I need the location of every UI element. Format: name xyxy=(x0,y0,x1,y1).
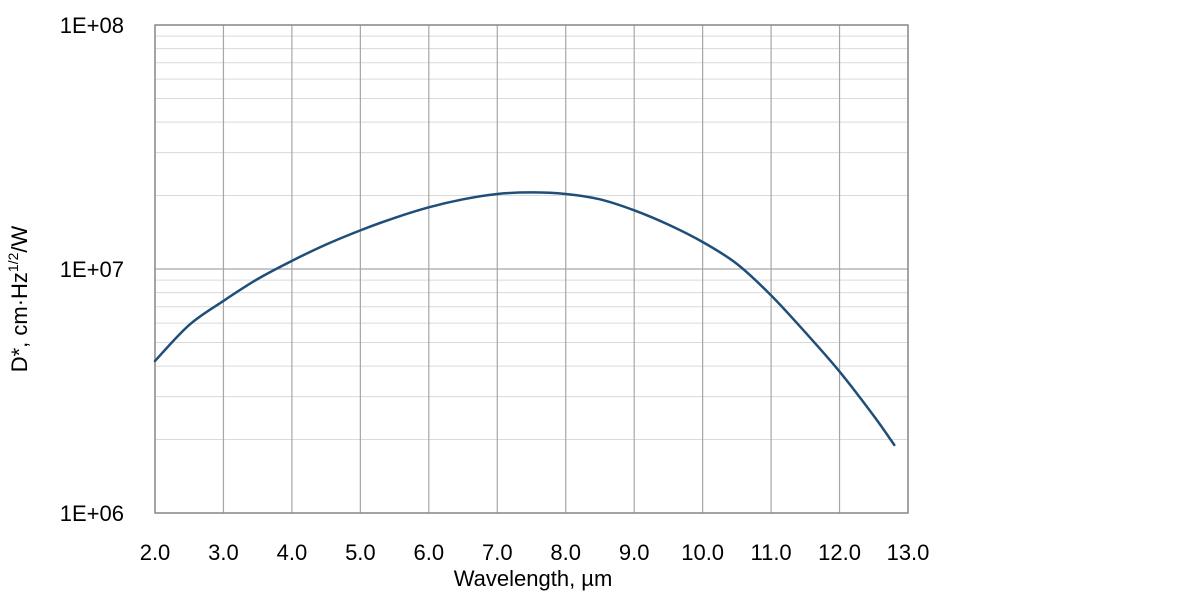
y-axis-tick-labels: 1E+06 1E+07 1E+08 xyxy=(60,13,124,526)
x-tick-label: 13.0 xyxy=(887,540,930,565)
x-axis-title: Wavelength, µm xyxy=(454,566,613,591)
y-axis-title-unit-base: Hz xyxy=(7,272,32,299)
series-layer xyxy=(153,191,896,447)
x-tick-label: 3.0 xyxy=(208,540,239,565)
x-tick-label: 7.0 xyxy=(482,540,513,565)
x-tick-label: 6.0 xyxy=(414,540,445,565)
y-tick-label: 1E+08 xyxy=(60,13,124,38)
y-axis-title: D*, cm·Hz1/2/W xyxy=(5,225,32,372)
y-tick-label: 1E+07 xyxy=(60,257,124,282)
y-tick-label: 1E+06 xyxy=(60,501,124,526)
x-tick-label: 11.0 xyxy=(750,540,791,565)
x-tick-label: 12.0 xyxy=(818,540,861,565)
y-axis-title-unit-tail: /W xyxy=(7,225,32,252)
y-axis-title-dot: · xyxy=(7,299,32,306)
y-axis-title-main: D*, cm xyxy=(7,306,32,372)
x-tick-label: 10.0 xyxy=(681,540,724,565)
y-axis-title-unit-exponent: 1/2 xyxy=(5,252,21,272)
minor-gridlines xyxy=(155,35,908,441)
plot-area-frame xyxy=(154,24,909,514)
x-tick-label: 9.0 xyxy=(619,540,650,565)
x-tick-label: 5.0 xyxy=(345,540,376,565)
x-tick-label: 4.0 xyxy=(277,540,308,565)
x-tick-label: 2.0 xyxy=(140,540,171,565)
x-axis-tick-labels: 2.0 3.0 4.0 5.0 6.0 7.0 8.0 9.0 10.0 11.0 12.0 13.0 xyxy=(140,540,930,565)
x-tick-label: 8.0 xyxy=(550,540,581,565)
series-line xyxy=(153,191,896,447)
